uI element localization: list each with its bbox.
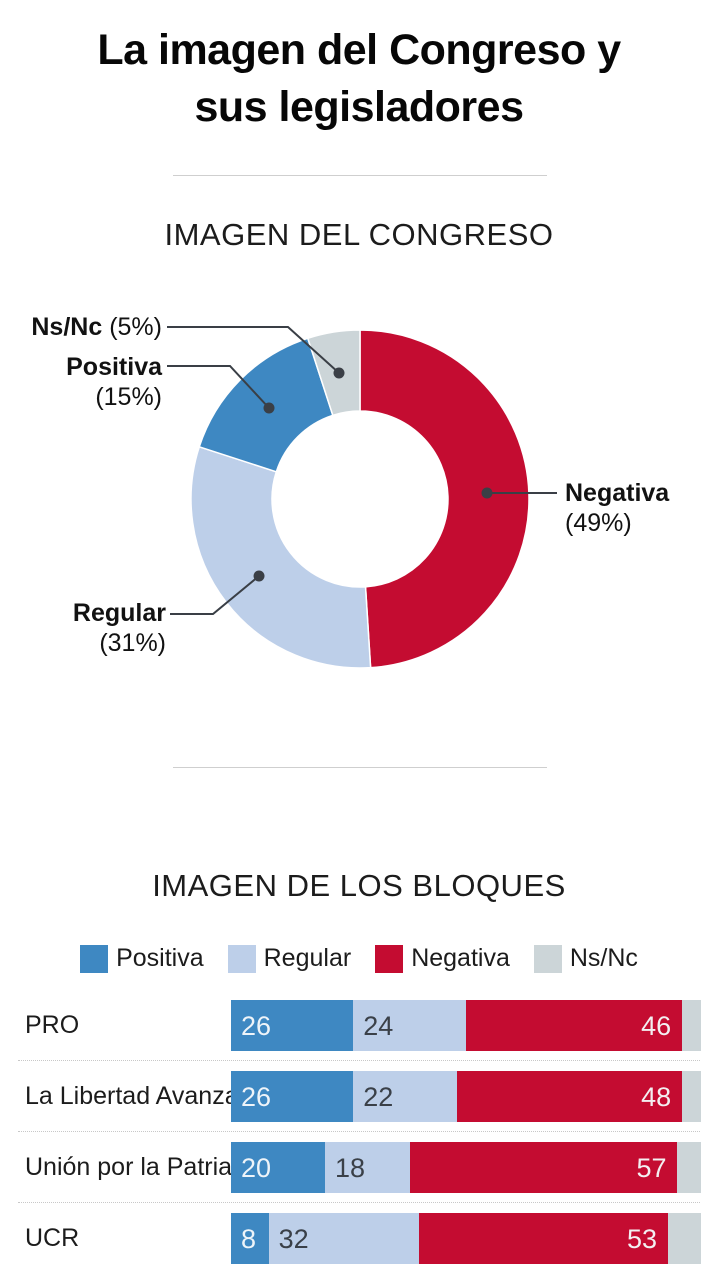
legend-item-positiva: Positiva (80, 944, 204, 973)
donut-callout-regular-value: (31%) (99, 629, 166, 657)
bar-value: 22 (363, 1082, 394, 1112)
donut-slice-negativa (359, 329, 530, 669)
row-separator (18, 1131, 700, 1132)
legend-label-positiva: Positiva (116, 944, 204, 972)
legend-label-nsnc: Ns/Nc (569, 944, 638, 972)
legend-label-negativa: Negativa (411, 944, 510, 972)
bar-segment-regular: 18 (325, 1142, 410, 1193)
congress-section-heading: IMAGEN DEL CONGRESO (164, 217, 554, 252)
legend-item-nsnc: Ns/Nc (533, 944, 638, 973)
regular-swatch-icon (227, 944, 256, 973)
bar-row: PRO 26 24 46 (0, 1000, 718, 1051)
bar-segment-negativa: 57 (409, 1142, 678, 1193)
legend-item-regular: Regular (227, 944, 352, 973)
leader-dot-negativa (481, 487, 493, 499)
bar-row-label: Unión por la Patria (25, 1153, 233, 1181)
row-separator (18, 1060, 700, 1061)
blocks-bar-chart: PRO 26 24 46 La Libertad Avanza 26 22 48 Unión p… (0, 1000, 718, 1264)
bar-segment-nsnc (682, 1071, 701, 1122)
bar-value: 20 (241, 1153, 272, 1183)
bar-segment-nsnc (668, 1213, 701, 1264)
bar-segment-positiva: 20 (231, 1142, 325, 1193)
leader-dot-nsnc (333, 367, 345, 379)
bar-row-label: La Libertad Avanza (25, 1082, 239, 1110)
donut-callout-negativa-value: (49%) (565, 509, 632, 537)
bar-row: UCR 8 32 53 (0, 1213, 718, 1264)
bar-row-label: UCR (25, 1224, 80, 1252)
bar-segment-negativa: 48 (456, 1071, 683, 1122)
leader-line-positiva (167, 365, 270, 409)
leader-dot-positiva (263, 402, 275, 414)
bar-segment-nsnc (677, 1142, 701, 1193)
bar-segment-negativa: 53 (418, 1213, 669, 1264)
donut-callout-nsnc-value: (5%) (109, 313, 162, 341)
bar-value: 26 (241, 1082, 272, 1112)
legend-item-negativa: Negativa (375, 944, 510, 973)
donut-callout-negativa: Negativa (49%) (565, 478, 669, 538)
bar-segment-positiva: 26 (231, 1071, 354, 1122)
leader-dot-regular (253, 570, 265, 582)
bar-segment-regular: 22 (353, 1071, 457, 1122)
bar-value: 46 (641, 1011, 672, 1041)
positiva-swatch-icon (80, 944, 109, 973)
bar-row-label: PRO (25, 1011, 80, 1039)
row-separator (18, 1202, 700, 1203)
page-title: La imagen del Congreso y sus legisladore… (0, 22, 718, 136)
divider-top (173, 175, 547, 176)
bar-track: 20 18 57 (231, 1142, 701, 1193)
bar-segment-positiva: 8 (231, 1213, 269, 1264)
donut-callout-positiva: Positiva (15%) (66, 352, 162, 412)
bar-value: 53 (627, 1224, 658, 1254)
page-title-line1: La imagen del Congreso y (97, 26, 621, 74)
divider-middle (173, 767, 547, 768)
bar-segment-regular: 32 (268, 1213, 419, 1264)
donut-callout-positiva-value: (15%) (95, 383, 162, 411)
congress-donut-svg (167, 326, 557, 669)
leader-line-nsnc (167, 326, 340, 374)
blocks-legend: Positiva Regular Negativa Ns/Nc (0, 944, 718, 973)
donut-callout-regular-label: Regular (72, 599, 166, 627)
bar-value: 48 (641, 1082, 672, 1112)
blocks-section-heading: IMAGEN DE LOS BLOQUES (152, 868, 566, 903)
nsnc-swatch-icon (533, 944, 562, 973)
bar-segment-regular: 24 (353, 1000, 466, 1051)
bar-segment-negativa: 46 (465, 1000, 683, 1051)
congress-donut-chart: Ns/Nc (5%) Positiva (15%) Regular (31%) … (0, 290, 718, 760)
bar-value: 18 (335, 1153, 366, 1183)
donut-callout-nsnc: Ns/Nc (5%) (31, 312, 162, 342)
legend-label-regular: Regular (263, 944, 352, 972)
bar-track: 26 22 48 (231, 1071, 701, 1122)
donut-callout-nsnc-label: Ns/Nc (31, 313, 103, 341)
negativa-swatch-icon (375, 944, 404, 973)
bar-segment-nsnc (682, 1000, 701, 1051)
leader-line-regular (170, 575, 260, 615)
donut-slice-regular (190, 445, 372, 669)
bar-value: 26 (241, 1011, 272, 1041)
bar-track: 26 24 46 (231, 1000, 701, 1051)
page-title-line2: sus legisladores (194, 83, 525, 131)
bar-value: 32 (278, 1224, 309, 1254)
bar-segment-positiva: 26 (231, 1000, 354, 1051)
bar-value: 8 (241, 1224, 257, 1254)
bar-track: 8 32 53 (231, 1213, 701, 1264)
donut-callout-positiva-label: Positiva (66, 353, 162, 381)
bar-value: 57 (636, 1153, 667, 1183)
donut-callout-regular: Regular (31%) (73, 598, 166, 658)
bar-row: Unión por la Patria 20 18 57 (0, 1142, 718, 1193)
donut-callout-negativa-label: Negativa (565, 479, 670, 507)
bar-row: La Libertad Avanza 26 22 48 (0, 1071, 718, 1122)
bar-value: 24 (363, 1011, 394, 1041)
